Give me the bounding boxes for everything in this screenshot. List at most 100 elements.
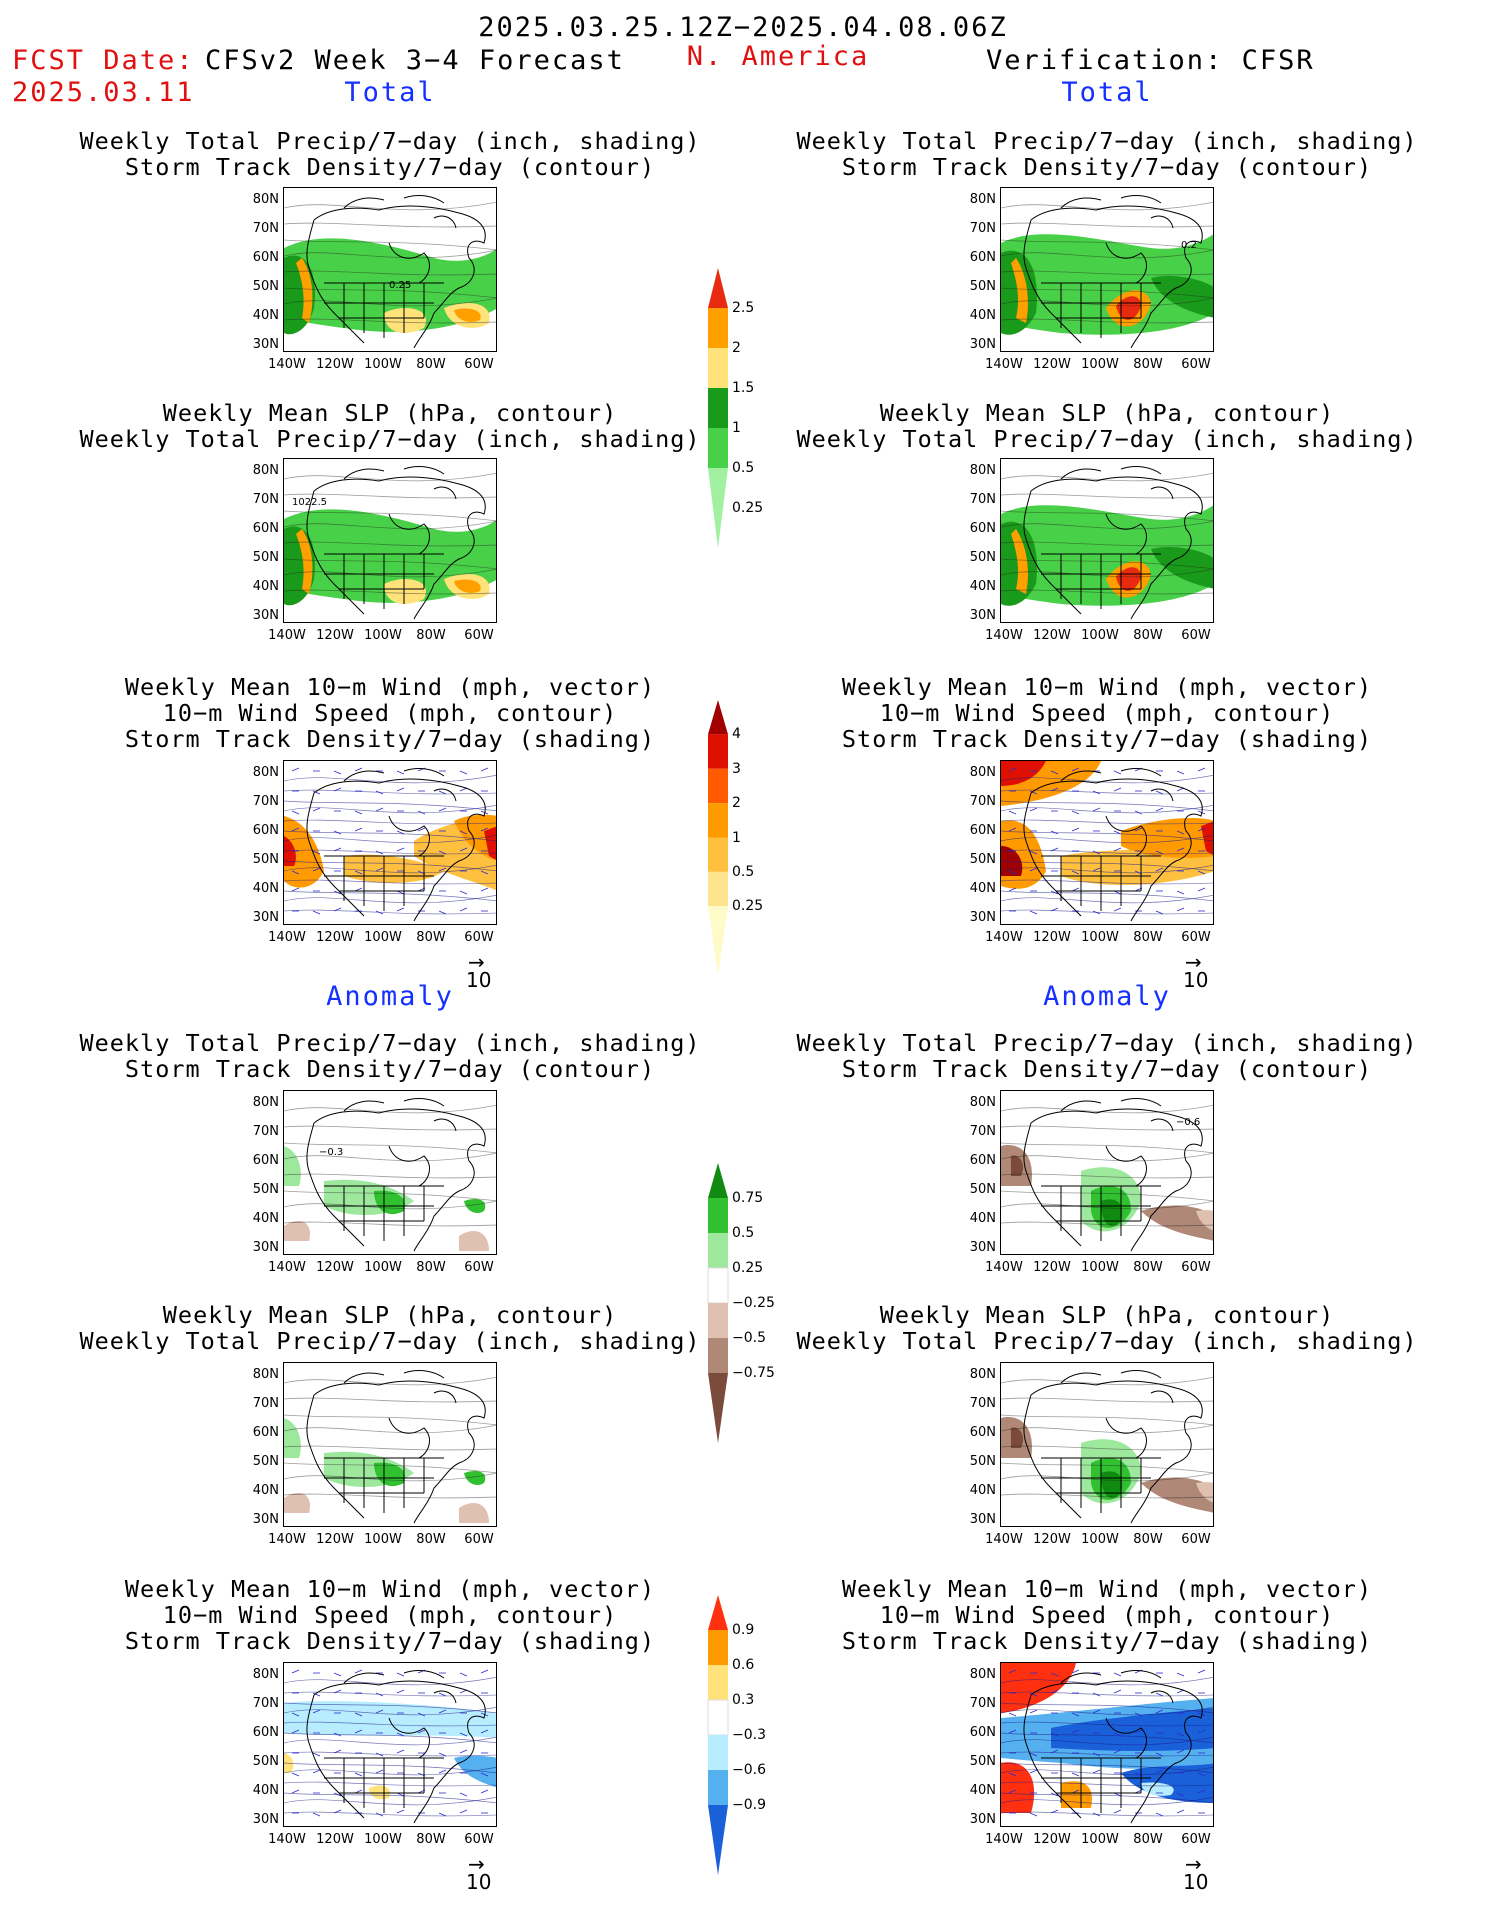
- wind-vector: [375, 850, 384, 855]
- contour-line: [284, 774, 496, 784]
- wind-vector: [1134, 810, 1143, 815]
- wind-vector: [396, 1732, 405, 1737]
- panel2-right-title-2: Weekly Total Precip/7−day (inch, shading…: [796, 425, 1418, 453]
- wind-vector: [1029, 1709, 1038, 1714]
- colorbar-label: 1: [732, 829, 741, 846]
- wind-vector: [1008, 870, 1017, 875]
- colorbar-swatch: [708, 268, 728, 308]
- contour-line: [1001, 493, 1213, 499]
- contour-line: [284, 249, 496, 259]
- colorbar-swatch: [708, 700, 728, 735]
- shading-region: [284, 836, 296, 866]
- panel6-left-title-2: 10−m Wind Speed (mph, contour): [162, 1601, 618, 1629]
- wind-vector: [1029, 807, 1038, 812]
- wind-vector: [1050, 1732, 1059, 1737]
- wind-vector: [354, 1772, 363, 1777]
- wind-vector: [438, 910, 447, 915]
- lat-label: 80N: [252, 1095, 279, 1110]
- contour-line: [1001, 1445, 1213, 1451]
- panel4-right-title-2: Storm Track Density/7−day (contour): [841, 1055, 1373, 1083]
- colorbar-swatch: [708, 803, 728, 838]
- contour-line: [284, 222, 496, 228]
- contour-line: [1001, 774, 1213, 784]
- lat-label: 60N: [252, 823, 279, 838]
- contour-line: [284, 1445, 496, 1451]
- lon-label: 80W: [416, 1532, 446, 1547]
- map-boundary: [343, 466, 457, 500]
- wind-vector: [1092, 1692, 1101, 1697]
- contour-line: [1001, 890, 1213, 902]
- panel1-left-title-1: Weekly Total Precip/7−day (inch, shading…: [79, 127, 701, 155]
- contour-line: [1001, 1762, 1213, 1774]
- wind-vector: [1050, 1689, 1059, 1694]
- contour-line: [284, 239, 496, 251]
- shading-region: [1196, 1482, 1213, 1503]
- wind-vector: [375, 1769, 384, 1774]
- wind-vector: [354, 810, 363, 815]
- lat-label: 30N: [252, 1512, 279, 1527]
- colorbar-swatch: [708, 1163, 728, 1198]
- contour-label: −0.3: [319, 1147, 343, 1158]
- wind-vector: [333, 1689, 342, 1694]
- wind-vector: [1092, 867, 1101, 872]
- contour-line: [284, 318, 496, 324]
- wind-vector: [480, 767, 489, 772]
- wind-vector: [291, 1669, 300, 1674]
- contour-line: [1001, 879, 1213, 885]
- wind-vector: [459, 907, 468, 912]
- wind-vector: [333, 847, 342, 852]
- lon-label: 60W: [1181, 357, 1211, 372]
- map-p4-right: −0.6: [1000, 1090, 1214, 1255]
- lat-label: 70N: [252, 221, 279, 236]
- contour-line: [1001, 1414, 1213, 1426]
- lon-label: 100W: [364, 1832, 402, 1847]
- lon-label: 120W: [1033, 1532, 1071, 1547]
- contour-line: [284, 1702, 496, 1714]
- map-boundary: [313, 778, 486, 922]
- colorbar-swatch: [708, 1373, 728, 1443]
- contour-line: [284, 864, 496, 874]
- wind-vector: [1113, 1732, 1122, 1737]
- contour-line: [284, 800, 496, 812]
- wind-vector: [1008, 1772, 1017, 1777]
- lat-label: 80N: [969, 1367, 996, 1382]
- wind-vector: [1176, 1732, 1185, 1737]
- shading-region: [1011, 1155, 1023, 1176]
- colorbar-swatch: [708, 734, 728, 769]
- lat-label: 80N: [969, 1667, 996, 1682]
- wind-vector: [1050, 770, 1059, 775]
- lat-label: 70N: [252, 1696, 279, 1711]
- wind-vector: [1050, 787, 1059, 792]
- wind-vector: [438, 1709, 447, 1714]
- map-svg: [1001, 466, 1213, 620]
- wind-vector: [438, 1752, 447, 1757]
- map-boundary: [1023, 490, 1082, 615]
- colorbar-label: −0.5: [732, 1330, 766, 1346]
- contour-line: [284, 830, 496, 842]
- shading-region: [1051, 1708, 1213, 1752]
- wind-vector: [1155, 1692, 1164, 1697]
- wind-vector: [396, 907, 405, 912]
- shading-region: [374, 1190, 405, 1215]
- shading-region: [1001, 761, 1046, 786]
- wind-vector: [1155, 1752, 1164, 1757]
- lat-label: 30N: [969, 910, 996, 925]
- contour-label: 1022.5: [292, 497, 327, 508]
- contour-line: [1001, 297, 1213, 307]
- wind-vector: [1155, 867, 1164, 872]
- map-boundary: [1030, 1680, 1203, 1824]
- contour-line: [1001, 239, 1213, 251]
- wind-vector: [459, 1809, 468, 1814]
- contour-line: [1001, 1811, 1213, 1817]
- shading-region: [459, 1503, 489, 1523]
- wind-vector: [291, 1789, 300, 1794]
- wind-vector: [480, 1669, 489, 1674]
- wind-vector: [1155, 910, 1164, 915]
- lon-label: 100W: [1081, 1832, 1119, 1847]
- shading-region: [284, 1146, 301, 1186]
- colorbar-label: −0.3: [732, 1727, 766, 1743]
- lat-label: 80N: [969, 1095, 996, 1110]
- map-svg: [284, 767, 496, 922]
- wind-vector: [354, 827, 363, 832]
- shading-region: [454, 308, 481, 322]
